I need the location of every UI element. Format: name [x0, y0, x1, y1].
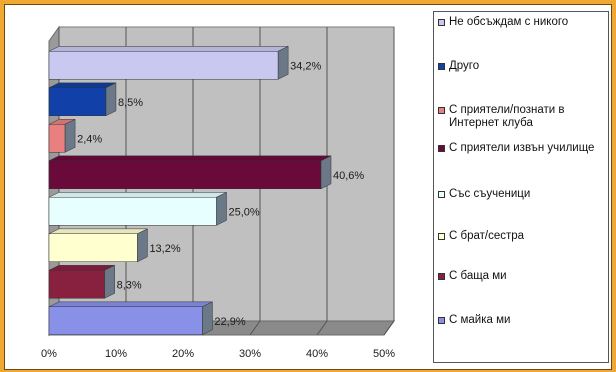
x-tick-label: 10%: [105, 348, 127, 360]
bar-front-face: [48, 160, 322, 189]
legend-label: Не обсъждам с никого: [449, 16, 569, 28]
x-tick-label: 0%: [41, 348, 57, 360]
legend-swatch: [438, 145, 445, 152]
legend: Не обсъждам с никого Друго С приятели/позн…: [433, 11, 609, 363]
bar-front-face: [48, 306, 203, 335]
bar-top-face: [48, 46, 289, 52]
bar-end-face: [202, 301, 213, 336]
bar: [48, 155, 332, 190]
x-tick-label: 30%: [239, 348, 261, 360]
gridline-floor: [316, 320, 328, 336]
bar-end-face: [64, 118, 76, 153]
legend-swatch: [438, 107, 445, 114]
data-label: 40,6%: [333, 170, 364, 182]
x-tick-label: 40%: [306, 348, 328, 360]
data-label: 2,4%: [77, 133, 102, 145]
legend-item: Със съученици: [438, 188, 608, 201]
legend-item: Друго: [438, 60, 608, 73]
data-label: 8,3%: [117, 279, 142, 291]
bar-top-face: [48, 228, 148, 234]
legend-label: С майка ми: [449, 314, 511, 326]
bar-end-face: [104, 264, 115, 299]
legend-label: С приятели/познати в Интернет клуба: [449, 104, 565, 129]
bar-end-face: [216, 191, 227, 226]
legend-item: Не обсъждам с никого: [438, 16, 608, 29]
legend-swatch: [438, 63, 445, 70]
legend-item: С майка ми: [438, 314, 608, 327]
x-tick-label: 50%: [373, 348, 395, 360]
bar-top-face: [48, 82, 117, 88]
bar-chart: 34,2% 8,5% 2,4% 40,6% 25,0% 13,2% 8,3% 22,9% 0%…: [41, 25, 395, 360]
gridline-floor: [249, 320, 261, 336]
chart-frame: 34,2% 8,5% 2,4% 40,6% 25,0% 13,2% 8,3% 22,9% 0%…: [4, 4, 612, 370]
legend-item: С приятели/познати в Интернет клуба: [438, 104, 608, 130]
bar: [48, 118, 76, 153]
legend-item: С брат/сестра: [438, 230, 608, 243]
legend-item: С приятели извън училище: [438, 142, 608, 155]
legend-swatch: [438, 273, 445, 280]
gridline-floor: [383, 320, 395, 336]
bar-front-face: [48, 197, 217, 226]
bar-top-face: [48, 301, 213, 307]
data-label: 8,5%: [118, 97, 143, 109]
data-label: 22,9%: [214, 316, 245, 328]
bar-front-face: [48, 124, 66, 153]
bar: [48, 82, 117, 117]
legend-swatch: [438, 233, 445, 240]
bar-end-face: [277, 45, 289, 80]
legend-label: Със съученици: [449, 188, 531, 200]
bar-front-face: [48, 270, 105, 299]
x-tick-label: 20%: [172, 348, 194, 360]
bar: [48, 191, 227, 226]
bar-top-face: [48, 155, 332, 161]
bar-top-face: [48, 192, 227, 198]
legend-item: С баща ми: [438, 270, 608, 283]
legend-label: С приятели извън училище: [449, 142, 595, 154]
data-label: 13,2%: [149, 243, 180, 255]
bar-front-face: [48, 233, 138, 262]
legend-label: С баща ми: [449, 270, 507, 282]
bar-front-face: [48, 51, 279, 80]
bar-end-face: [320, 155, 332, 190]
bar-end-face: [137, 228, 148, 263]
legend-swatch: [438, 19, 445, 26]
legend-label: С брат/сестра: [449, 230, 525, 242]
bar: [48, 301, 213, 336]
bar: [48, 264, 115, 299]
bar: [48, 228, 148, 263]
legend-swatch: [438, 317, 445, 324]
data-label: 34,2%: [290, 60, 321, 72]
bar-front-face: [48, 87, 107, 116]
bar-top-face: [48, 265, 115, 271]
legend-swatch: [438, 191, 445, 198]
data-label: 25,0%: [229, 206, 260, 218]
bar-end-face: [105, 82, 117, 117]
legend-label: Друго: [449, 60, 480, 72]
bar: [48, 45, 289, 80]
